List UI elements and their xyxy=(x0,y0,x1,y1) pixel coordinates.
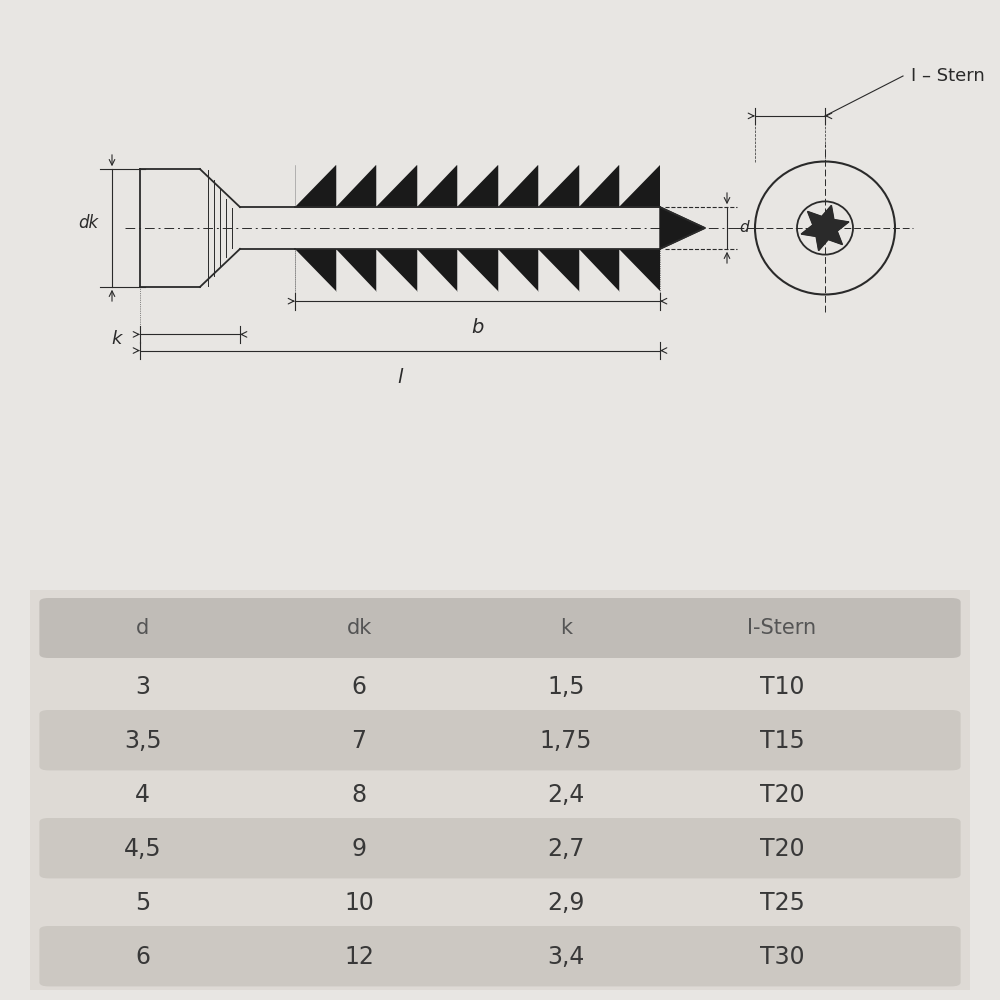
Text: 4,5: 4,5 xyxy=(124,837,162,861)
Polygon shape xyxy=(619,249,660,291)
Polygon shape xyxy=(579,249,619,291)
Polygon shape xyxy=(660,207,705,249)
Text: T20: T20 xyxy=(760,783,804,807)
Text: l: l xyxy=(397,368,403,387)
Text: 1,75: 1,75 xyxy=(540,729,592,753)
Polygon shape xyxy=(295,249,336,291)
Polygon shape xyxy=(498,165,538,207)
FancyBboxPatch shape xyxy=(39,710,961,770)
Text: 8: 8 xyxy=(351,783,367,807)
Text: 10: 10 xyxy=(344,891,374,915)
Text: k: k xyxy=(560,618,572,638)
Text: I – Stern: I – Stern xyxy=(911,67,985,85)
FancyBboxPatch shape xyxy=(39,926,961,986)
Text: d: d xyxy=(739,221,749,235)
Text: 1,5: 1,5 xyxy=(547,675,585,699)
Text: 3,4: 3,4 xyxy=(547,945,584,969)
Polygon shape xyxy=(295,165,336,207)
Polygon shape xyxy=(619,165,660,207)
Polygon shape xyxy=(498,249,538,291)
Text: 2,7: 2,7 xyxy=(547,837,584,861)
Polygon shape xyxy=(376,165,417,207)
FancyBboxPatch shape xyxy=(39,818,961,878)
Polygon shape xyxy=(336,249,376,291)
Text: 7: 7 xyxy=(352,729,366,753)
Text: 2,4: 2,4 xyxy=(547,783,584,807)
Text: 5: 5 xyxy=(135,891,150,915)
FancyBboxPatch shape xyxy=(39,598,961,658)
Text: 4: 4 xyxy=(135,783,150,807)
Text: T25: T25 xyxy=(760,891,804,915)
Text: T15: T15 xyxy=(760,729,804,753)
Text: d: d xyxy=(136,618,149,638)
Polygon shape xyxy=(579,165,619,207)
Polygon shape xyxy=(801,205,849,251)
Text: 12: 12 xyxy=(344,945,374,969)
Polygon shape xyxy=(538,165,579,207)
Polygon shape xyxy=(376,249,417,291)
Text: T10: T10 xyxy=(760,675,804,699)
Text: 6: 6 xyxy=(135,945,150,969)
FancyBboxPatch shape xyxy=(2,578,998,1000)
Polygon shape xyxy=(457,249,498,291)
Text: dk: dk xyxy=(78,214,98,232)
Text: T20: T20 xyxy=(760,837,804,861)
Polygon shape xyxy=(417,165,457,207)
Text: k: k xyxy=(112,330,122,348)
Text: I-Stern: I-Stern xyxy=(747,618,817,638)
Polygon shape xyxy=(538,249,579,291)
Text: 3: 3 xyxy=(135,675,150,699)
Text: dk: dk xyxy=(346,618,372,638)
Text: 2,9: 2,9 xyxy=(547,891,584,915)
Polygon shape xyxy=(457,165,498,207)
Text: T30: T30 xyxy=(760,945,804,969)
Polygon shape xyxy=(417,249,457,291)
Text: b: b xyxy=(471,318,484,337)
Text: 6: 6 xyxy=(352,675,366,699)
Text: 9: 9 xyxy=(352,837,366,861)
Text: 3,5: 3,5 xyxy=(124,729,162,753)
Polygon shape xyxy=(336,165,376,207)
